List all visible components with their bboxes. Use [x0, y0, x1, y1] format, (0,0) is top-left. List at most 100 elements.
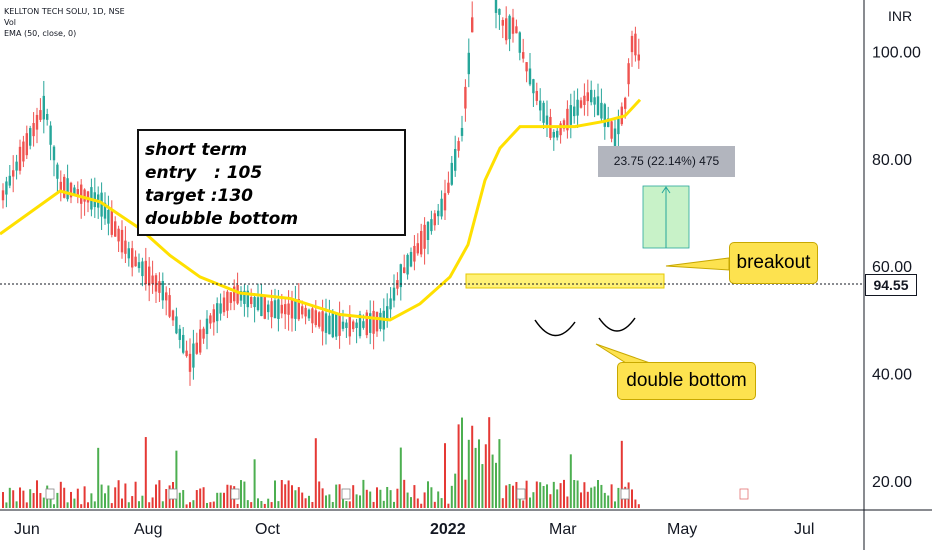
volume-bar [291, 485, 293, 508]
candle-body [216, 303, 219, 322]
candle-body [144, 260, 147, 285]
volume-bar [175, 450, 178, 508]
candle-body [277, 299, 280, 319]
candle-body [192, 343, 195, 368]
trade-note[interactable]: short term entry : 105 target :130 doubb… [137, 129, 406, 236]
candle-body [420, 230, 423, 255]
volume-bar [19, 487, 21, 508]
volume-bar [270, 502, 273, 508]
candle-body [270, 301, 273, 318]
volume-bar [359, 495, 361, 508]
volume-bar [311, 502, 314, 508]
y-tick-label-4: 100.00 [872, 44, 921, 61]
candle-body [107, 209, 110, 224]
candle-body [637, 54, 640, 61]
volume-bar [321, 488, 324, 508]
candle-body [409, 251, 413, 267]
volume-bar [97, 447, 100, 508]
volume-bar [165, 489, 168, 508]
volume-bar [59, 481, 62, 508]
volume-bar [134, 481, 137, 508]
candle-body [450, 162, 453, 185]
double-bottom-callout[interactable]: double bottom [617, 362, 756, 400]
volume-bar [117, 480, 120, 508]
candle-body [413, 245, 416, 262]
volume-bar [430, 487, 433, 508]
candle-body [236, 284, 239, 304]
volume-bar [277, 501, 280, 508]
candle-body [535, 90, 538, 101]
candle-body [607, 118, 610, 128]
volume-bar [603, 492, 606, 508]
volume-bar [342, 492, 344, 508]
volume-bar [195, 490, 198, 508]
volume-bar [552, 481, 555, 508]
volume-bar [287, 480, 290, 508]
volume-bar [158, 480, 161, 508]
volume-bar [32, 493, 35, 508]
event-marker-0 [45, 488, 55, 500]
candle-body [464, 86, 467, 109]
double-bottom-pointer [595, 343, 651, 364]
candle-body [29, 128, 32, 146]
candle-body [222, 297, 226, 313]
candle-body [624, 97, 627, 109]
candle-body [15, 161, 18, 171]
ema-line [0, 98, 642, 322]
volume-bar [240, 480, 242, 508]
volume-bar [461, 417, 463, 508]
volume-bar [114, 487, 117, 508]
x-tick-label-6: Jul [794, 521, 814, 538]
candle-body [437, 210, 440, 217]
bottom-arc-2 [598, 317, 636, 332]
volume-bar [151, 497, 154, 508]
volume-bar [308, 495, 310, 508]
candle-body [195, 342, 198, 354]
volume-bar [161, 501, 164, 508]
candle-body [613, 128, 617, 147]
volume-bar [80, 504, 83, 508]
chart-legend: KELLTON TECH SOLU, 1D, NSE Vol EMA (50, … [4, 6, 125, 39]
volume-bar [304, 498, 307, 508]
candle-body [307, 309, 311, 319]
volume-bar [260, 501, 263, 508]
volume-bar [501, 498, 504, 508]
event-marker-1 [168, 488, 178, 500]
candle-body [314, 310, 317, 326]
candle-body [345, 322, 348, 328]
x-tick-label-2: Oct [255, 521, 280, 538]
volume-bar [464, 479, 467, 508]
candle-body [559, 123, 562, 136]
volume-bar [345, 501, 348, 508]
candle-body [593, 97, 596, 105]
x-tick-label-1: Aug [134, 521, 162, 538]
measure-label[interactable]: 23.75 (22.14%) 475 [598, 146, 735, 177]
volume-bar [607, 495, 610, 508]
measure-arrow-head [661, 186, 671, 194]
candle-body [335, 313, 338, 337]
candle-body [375, 311, 379, 332]
volume-bar [73, 498, 76, 508]
candle-body [369, 313, 372, 333]
candle-body [552, 131, 555, 138]
candle-body [348, 314, 351, 337]
candle-body [287, 303, 290, 315]
candle-body [158, 281, 161, 293]
volume-bar [549, 494, 552, 508]
candle-body [443, 193, 447, 211]
volume-bar [420, 503, 423, 508]
y-tick-label-6: 60.00 [872, 259, 912, 276]
candle-body [518, 32, 521, 53]
volume-bar [5, 502, 8, 508]
volume-bar [53, 504, 55, 508]
volume-bar [586, 491, 589, 508]
event-marker-4 [516, 488, 526, 500]
volume-bar [610, 484, 613, 508]
breakout-callout[interactable]: breakout [729, 242, 818, 284]
volume-bar [631, 489, 633, 508]
volume-bar [467, 439, 470, 508]
volume-bar [471, 425, 474, 508]
volume-bar [138, 501, 140, 508]
volume-bar [107, 485, 110, 508]
